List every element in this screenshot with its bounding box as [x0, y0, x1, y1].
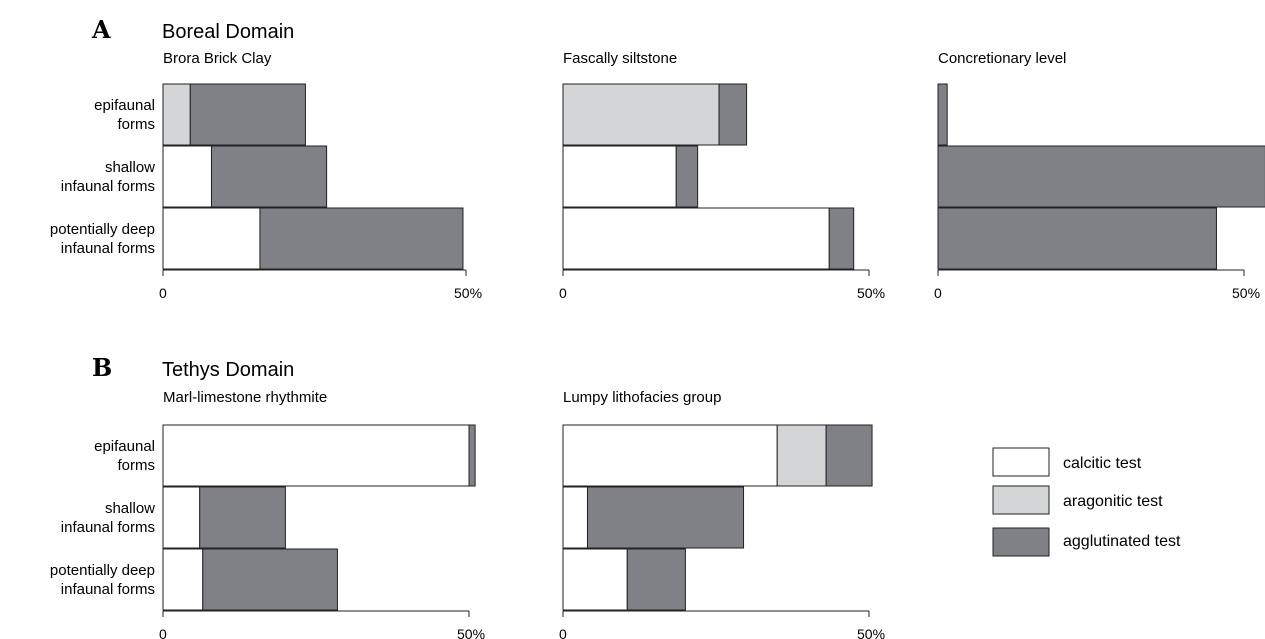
category-label: potentially deep infaunal forms [50, 221, 155, 257]
category-label-line: shallow [105, 159, 155, 176]
bar-agglutinated [937, 207, 1217, 270]
x-tick-label: 0 [159, 626, 167, 639]
x-tick-label: 0 [934, 285, 942, 301]
bar-aragonitic [776, 424, 827, 487]
category-label-line: forms [118, 457, 156, 474]
chart-title: Lumpy lithofacies group [563, 389, 721, 406]
bar-calcitic [562, 424, 778, 487]
category-label: potentially deep infaunal forms [50, 562, 155, 598]
category-label-line: epifaunal [94, 438, 155, 455]
section-title-boreal: Boreal Domain [162, 21, 294, 43]
x-tick-label: 0 [559, 626, 567, 639]
bar-agglutinated [675, 145, 699, 208]
legend-swatch-aragonitic [992, 485, 1050, 515]
x-tick-label: 50% [1232, 285, 1260, 301]
x-tick-label: 50% [857, 626, 885, 639]
bar-agglutinated [259, 207, 464, 270]
x-tick-label: 0 [559, 285, 567, 301]
bar-calcitic [562, 548, 628, 611]
legend-label-agglutinated: agglutinated test [1063, 533, 1181, 550]
chart-fascally-siltstone: Fascally siltstone 0 50% [559, 50, 885, 301]
chart-title: Marl-limestone rhythmite [163, 389, 327, 406]
bar-agglutinated [202, 548, 338, 611]
bar-calcitic [562, 486, 588, 549]
category-label: shallow infaunal forms [61, 500, 155, 536]
bar-calcitic [562, 207, 830, 270]
x-tick-label: 50% [857, 285, 885, 301]
bar-agglutinated [937, 145, 1265, 208]
category-label-line: infaunal forms [61, 519, 155, 536]
category-label-line: shallow [105, 500, 155, 517]
bar-agglutinated [586, 486, 745, 549]
category-label-line: forms [118, 116, 156, 133]
bar-agglutinated [937, 83, 948, 146]
bar-agglutinated [828, 207, 855, 270]
section-title-tethys: Tethys Domain [162, 359, 294, 381]
bar-calcitic [162, 548, 204, 611]
category-label-line: infaunal forms [61, 178, 155, 195]
chart-lumpy-lithofacies-group: Lumpy lithofacies group 0 50% [559, 389, 885, 639]
legend-swatch-calcitic [992, 447, 1050, 477]
category-label: shallow infaunal forms [61, 159, 155, 195]
bar-calcitic [562, 145, 677, 208]
x-tick-label: 50% [454, 285, 482, 301]
chart-title: Brora Brick Clay [163, 50, 272, 67]
bar-agglutinated [210, 145, 328, 208]
category-label-line: potentially deep [50, 562, 155, 579]
x-tick-label: 50% [457, 626, 485, 639]
bar-calcitic [162, 145, 212, 208]
bar-agglutinated [718, 83, 748, 146]
legend-label-calcitic: calcitic test [1063, 455, 1142, 472]
section-letter-a: A [91, 15, 111, 44]
chart-concretionary-level: Concretionary level 0 50% [934, 50, 1265, 301]
category-label-line: potentially deep [50, 221, 155, 238]
legend-label-aragonitic: aragonitic test [1063, 493, 1163, 510]
section-letter-b: B [92, 353, 112, 382]
legend-swatch-agglutinated [992, 527, 1050, 557]
bar-calcitic [162, 207, 261, 270]
bar-aragonitic [162, 83, 191, 146]
chart-title: Concretionary level [938, 50, 1066, 67]
x-tick-label: 0 [159, 285, 167, 301]
bar-aragonitic [562, 83, 720, 146]
bar-calcitic [162, 486, 201, 549]
category-label-line: epifaunal [94, 97, 155, 114]
chart-brora-brick-clay: Brora Brick Clay epifaunal forms shallow inf… [50, 50, 482, 301]
category-label-line: infaunal forms [61, 581, 155, 598]
legend: calcitic test aragonitic test agglutinat… [992, 447, 1181, 557]
category-label-line: infaunal forms [61, 240, 155, 257]
bar-agglutinated [626, 548, 686, 611]
chart-title: Fascally siltstone [563, 50, 677, 67]
bar-calcitic [162, 424, 470, 487]
bar-agglutinated [825, 424, 873, 487]
chart-marl-limestone-rhythmite: Marl-limestone rhythmite epifaunal forms sh… [50, 389, 485, 639]
category-label: epifaunal forms [94, 97, 155, 133]
bar-agglutinated [199, 486, 286, 549]
category-label: epifaunal forms [94, 438, 155, 474]
bar-agglutinated [189, 83, 306, 146]
bar-agglutinated [468, 424, 476, 487]
